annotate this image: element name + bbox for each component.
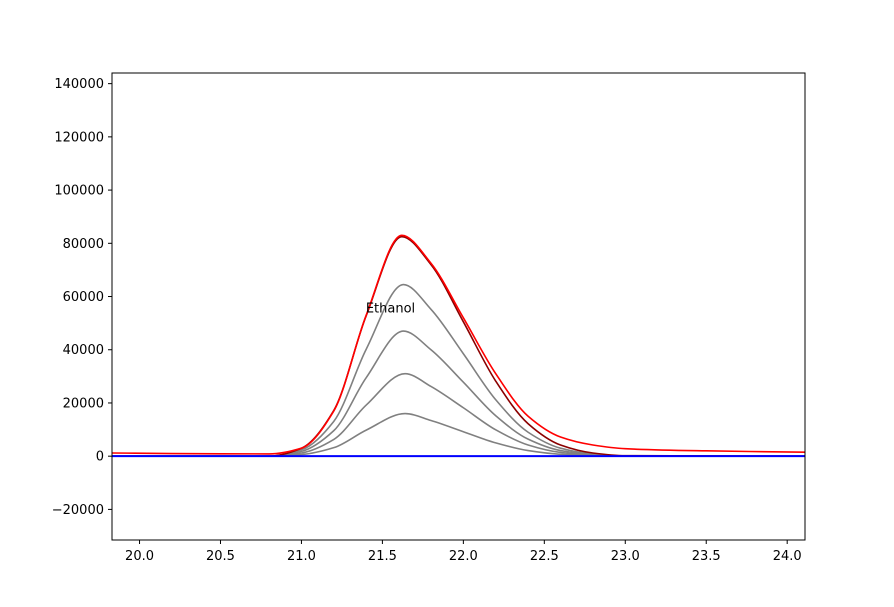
y-tick-label-5: 80000 (63, 237, 104, 252)
plot-frame (111, 72, 806, 541)
annotation-layer: Ethanol (366, 301, 415, 316)
series-line-component-3 (112, 283, 805, 457)
x-tick-label-6: 23.0 (611, 549, 640, 564)
x-tick-label-7: 23.5 (692, 549, 721, 564)
x-tick-label-8: 24.0 (773, 549, 802, 564)
series-layer (112, 234, 805, 458)
y-tick-label-4: 60000 (63, 290, 104, 305)
x-tick-label-3: 21.5 (368, 549, 397, 564)
x-tick-label-5: 22.5 (530, 549, 559, 564)
y-tick-label-1: 0 (96, 450, 104, 465)
series-line-data-5 (112, 234, 805, 455)
x-axis: 20.0 20.5 21.0 21.5 22.0 22.5 23.0 23.5 24.0 (125, 540, 802, 564)
y-axis: −20000 0 20000 40000 60000 80000 100000 120000 1… (52, 77, 112, 518)
y-tick-label-2: 20000 (63, 396, 104, 411)
x-tick-label-1: 20.5 (206, 549, 235, 564)
y-tick-label-8: 140000 (54, 77, 104, 92)
x-tick-label-0: 20.0 (125, 549, 154, 564)
x-tick-label-4: 22.0 (449, 549, 478, 564)
annotation-label-0: Ethanol (366, 301, 415, 316)
y-tick-label-0: −20000 (52, 503, 104, 518)
y-tick-label-3: 40000 (63, 343, 104, 358)
y-tick-label-6: 100000 (54, 184, 104, 199)
y-tick-label-7: 120000 (54, 130, 104, 145)
x-tick-label-2: 21.0 (287, 549, 316, 564)
